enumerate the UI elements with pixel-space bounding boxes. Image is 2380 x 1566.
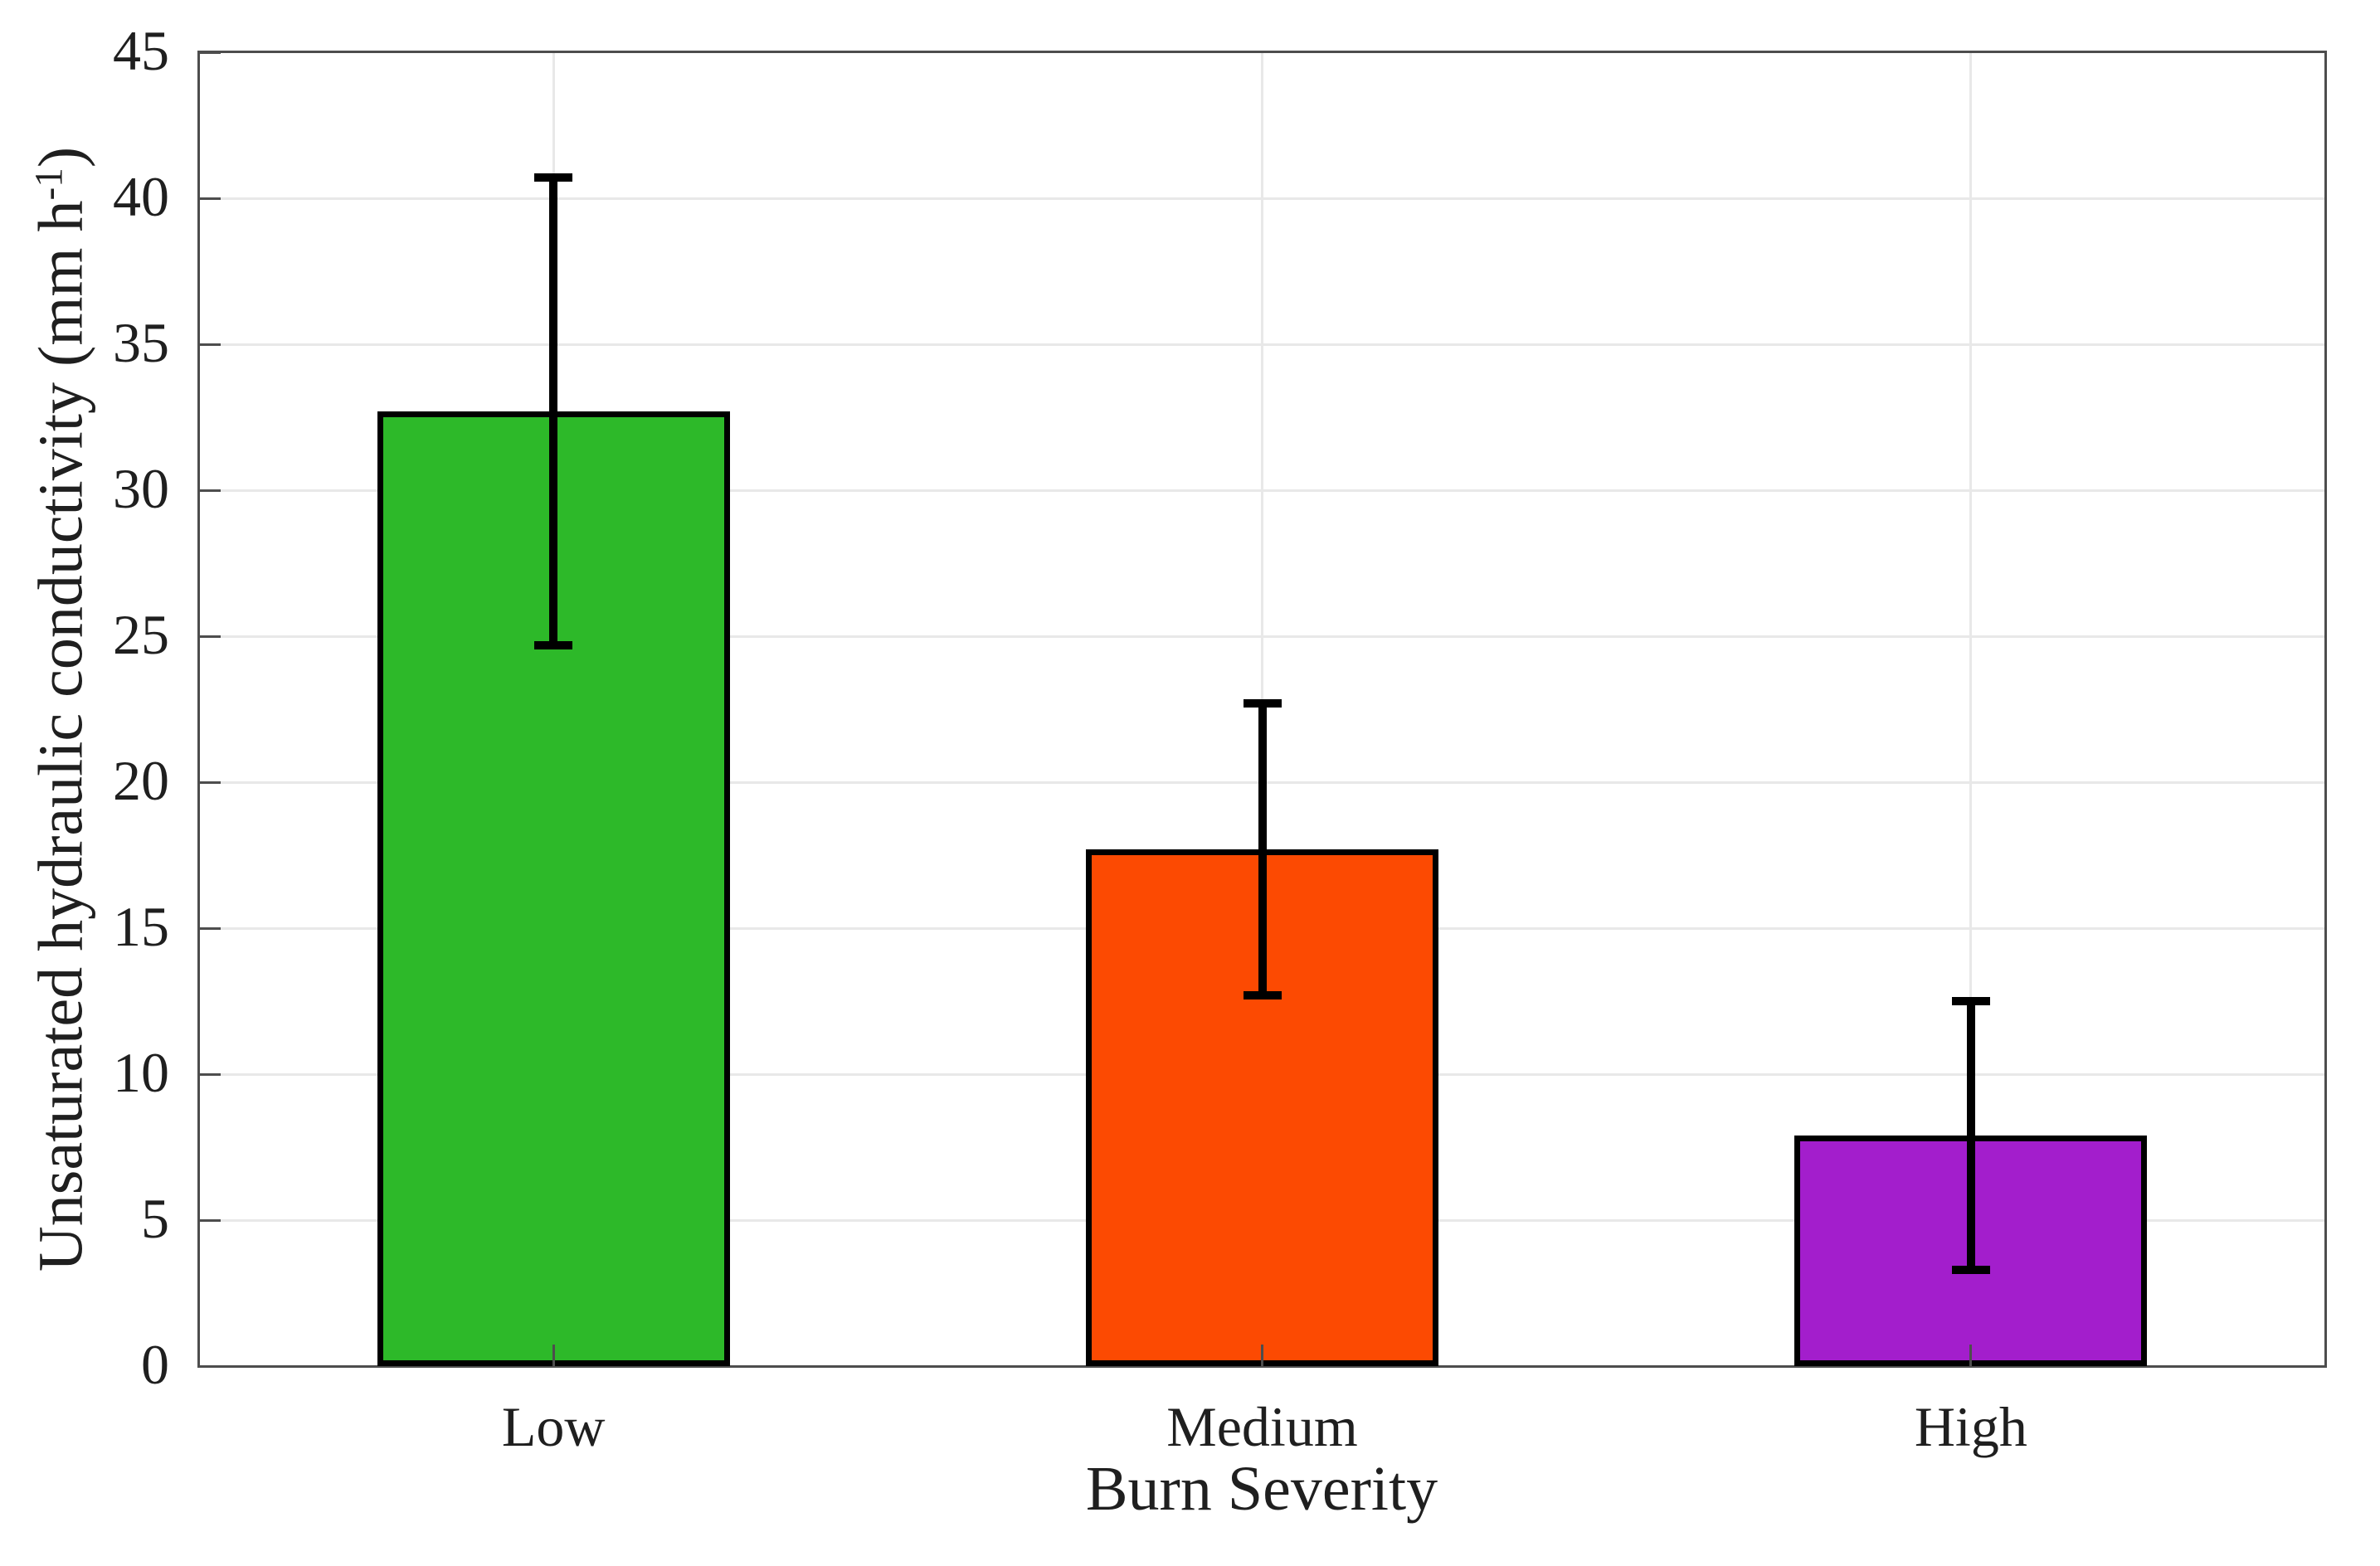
y-axis-tick-30: [199, 489, 221, 492]
error-bar-cap-top-low: [534, 173, 573, 182]
error-bar-line-low: [549, 178, 558, 645]
y-axis-tick-0: [199, 1364, 221, 1368]
error-bar-cap-bottom-medium: [1243, 990, 1282, 999]
axis-spine-left: [197, 51, 200, 1368]
gridline-vertical-high: [1969, 52, 1973, 1366]
y-tick-label-5: 5: [141, 1186, 169, 1250]
y-tick-label-15: 15: [113, 894, 169, 958]
y-axis-tick-10: [199, 1072, 221, 1076]
x-axis-tick-high: [1969, 1345, 1973, 1366]
y-tick-label-25: 25: [113, 602, 169, 666]
x-axis-label: Burn Severity: [1085, 1454, 1438, 1524]
y-axis-tick-45: [199, 51, 221, 54]
y-axis-tick-15: [199, 926, 221, 930]
error-bar-cap-top-medium: [1243, 698, 1282, 708]
error-bar-line-medium: [1258, 703, 1267, 995]
axis-spine-top: [197, 51, 2327, 53]
y-tick-label-10: 10: [113, 1040, 169, 1104]
y-axis-tick-25: [199, 635, 221, 638]
y-tick-label-30: 30: [113, 456, 169, 520]
x-axis-tick-low: [552, 1345, 555, 1366]
x-tick-label-low: Low: [501, 1395, 606, 1458]
y-tick-label-45: 45: [113, 18, 169, 82]
plot-area: [197, 51, 2327, 1368]
error-bar-cap-bottom-low: [534, 640, 573, 649]
x-tick-label-high: High: [1914, 1395, 2027, 1458]
y-tick-label-40: 40: [113, 164, 169, 228]
error-bar-line-high: [1966, 1001, 1975, 1270]
x-axis-tick-medium: [1261, 1345, 1263, 1366]
y-axis-tick-20: [199, 781, 221, 784]
error-bar-cap-top-high: [1951, 997, 1990, 1005]
error-bar-cap-bottom-high: [1951, 1265, 1990, 1274]
y-tick-label-35: 35: [113, 310, 169, 374]
y-tick-label-20: 20: [113, 748, 169, 812]
y-axis-tick-5: [199, 1218, 221, 1222]
axis-spine-bottom: [197, 1365, 2327, 1368]
x-tick-label-medium: Medium: [1166, 1395, 1358, 1458]
y-axis-tick-40: [199, 197, 221, 200]
y-tick-label-0: 0: [141, 1332, 169, 1396]
y-axis-tick-35: [199, 343, 221, 346]
axis-spine-right: [2324, 51, 2327, 1368]
